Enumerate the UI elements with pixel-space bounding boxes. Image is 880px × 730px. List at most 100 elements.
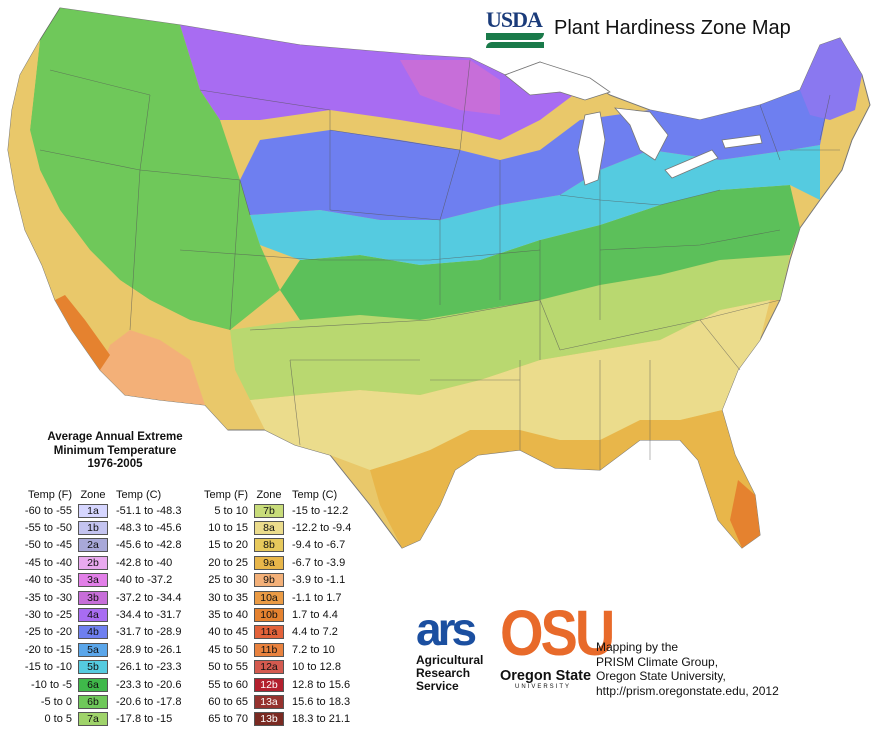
credits: Mapping by the PRISM Climate Group, Oreg…: [596, 640, 779, 698]
legend-temp-c: 12.8 to 15.6: [292, 678, 351, 691]
legend-temp-c: -28.9 to -26.1: [116, 643, 182, 656]
legend-row-zone-4a: -30 to -25 4a -34.4 to -31.7: [4, 606, 181, 623]
credits-line: Mapping by the: [596, 640, 679, 654]
map-header: USDA Plant Hardiness Zone Map: [486, 6, 791, 50]
ars-logo-line: Agricultural: [416, 653, 484, 667]
legend-temp-f: 45 to 50: [208, 643, 248, 656]
legend-temp-c: -9.4 to -6.7: [292, 539, 346, 552]
legend-heading-line: Minimum Temperature: [53, 444, 177, 457]
legend-temp-c: -37.2 to -34.4: [116, 591, 182, 604]
ars-logo-line: Service: [416, 679, 459, 693]
legend-temp-f: -60 to -55: [24, 504, 72, 517]
zone-band-4a-ne: [800, 38, 862, 120]
legend-row-zone-9b: 25 to 30 9b -3.9 to -1.1: [180, 572, 351, 589]
legend-temp-f: 15 to 20: [208, 539, 248, 552]
legend-zone-swatch: 2b: [78, 555, 108, 570]
legend-row-zone-3b: -35 to -30 3b -37.2 to -34.4: [4, 589, 181, 606]
lake-superior: [504, 61, 611, 101]
legend-zone-swatch: 2a: [78, 538, 108, 553]
legend-row-zone-13b: 65 to 70 13b 18.3 to 21.1: [180, 711, 351, 728]
legend-temp-c: -1.1 to 1.7: [292, 591, 342, 604]
zone-band-coast-orange: [55, 295, 110, 370]
legend-temp-c: -3.9 to -1.1: [292, 574, 346, 587]
legend-zone-swatch: 7b: [254, 503, 284, 518]
legend-zone-swatch: 3a: [78, 573, 108, 588]
lake-erie: [664, 149, 719, 179]
legend-temp-c: -23.3 to -20.6: [116, 678, 182, 691]
legend-temp-c: -51.1 to -48.3: [116, 504, 182, 517]
legend-column-right: Temp (F) Zone Temp (C) 5 to 10 7b -15 to -…: [180, 488, 351, 728]
legend-zone-swatch: 1a: [78, 503, 108, 518]
legend-row-zone-1a: -60 to -55 1a -51.1 to -48.3: [4, 502, 181, 519]
legend-temp-f: 35 to 40: [208, 609, 248, 622]
legend-zone-swatch: 6b: [78, 694, 108, 709]
legend-zone-swatch: 8b: [254, 538, 284, 553]
legend-temp-c: -6.7 to -3.9: [292, 556, 346, 569]
legend-row-zone-2a: -50 to -45 2a -45.6 to -42.8: [4, 537, 181, 554]
legend-zone-swatch: 11b: [254, 642, 284, 657]
osu-logo-name: Oregon State: [500, 668, 592, 684]
legend-row-zone-10a: 30 to 35 10a -1.1 to 1.7: [180, 589, 351, 606]
legend-row-zone-6a: -10 to -5 6a -23.3 to -20.6: [4, 676, 181, 693]
credits-line: PRISM Climate Group,: [596, 654, 719, 669]
legend-temp-c: -48.3 to -45.6: [116, 522, 182, 535]
ars-logo-mark: ars: [416, 603, 477, 655]
legend-heading: Average Annual Extreme Minimum Temperatu…: [30, 431, 200, 472]
legend-row-zone-12b: 55 to 60 12b 12.8 to 15.6: [180, 676, 351, 693]
legend-temp-c: 1.7 to 4.4: [292, 609, 338, 622]
legend-row-zone-7b: 5 to 10 7b -15 to -12.2: [180, 502, 351, 519]
zone-band-west-green: [30, 8, 280, 330]
legend-heading-line: 1976-2005: [87, 458, 143, 470]
legend-temp-f: -30 to -25: [24, 609, 72, 622]
legend-zone-swatch: 5a: [78, 642, 108, 657]
legend-row-zone-10b: 35 to 40 10b 1.7 to 4.4: [180, 606, 351, 623]
legend-temp-c: -20.6 to -17.8: [116, 695, 182, 708]
lake-huron: [614, 107, 669, 161]
zone-band-7a: [230, 255, 790, 400]
lake-michigan: [577, 111, 606, 186]
map-title: Plant Hardiness Zone Map: [554, 16, 791, 39]
legend-zone-swatch: 10a: [254, 590, 284, 605]
osu-logo-mark: OSU: [500, 596, 615, 669]
legend-header-temp-f: Temp (F): [204, 489, 248, 501]
legend-temp-f: 40 to 45: [208, 626, 248, 639]
legend-header-temp-f: Temp (F): [28, 489, 72, 501]
legend-row-zone-3a: -40 to -35 3a -40 to -37.2: [4, 572, 181, 589]
legend-zone-swatch: 10b: [254, 608, 284, 623]
legend-temp-f: -40 to -35: [24, 574, 72, 587]
legend-temp-f: 60 to 65: [208, 695, 248, 708]
legend-zone-swatch: 4a: [78, 608, 108, 623]
legend-zone-swatch: 13a: [254, 694, 284, 709]
legend-zone-swatch: 6a: [78, 677, 108, 692]
legend-row-zone-13a: 60 to 65 13a 15.6 to 18.3: [180, 693, 351, 710]
legend-zone-swatch: 12b: [254, 677, 284, 692]
usda-logo-text: USDA: [486, 7, 543, 32]
legend-header-temp-c: Temp (C): [292, 489, 338, 501]
state-borders: [39, 7, 840, 470]
legend-row-zone-6b: -5 to 0 6b -20.6 to -17.8: [4, 693, 181, 710]
legend-temp-c: 18.3 to 21.1: [292, 713, 351, 726]
legend-zone-swatch: 4b: [78, 625, 108, 640]
ars-logo-line: Research: [416, 666, 471, 680]
legend-temp-f: 20 to 25: [208, 556, 248, 569]
legend-row-zone-5a: -20 to -15 5a -28.9 to -26.1: [4, 641, 181, 658]
legend-temp-f: 0 to 5: [44, 713, 72, 726]
legend-temp-f: -10 to -5: [31, 678, 72, 691]
legend-header-zone: Zone: [256, 489, 282, 501]
legend-temp-f: 30 to 35: [208, 591, 248, 604]
zone-band-west-yellow: [8, 40, 250, 430]
credits-line: Oregon State University,: [596, 669, 726, 683]
legend-temp-f: -45 to -40: [24, 556, 72, 569]
legend-temp-f: -25 to -20: [24, 626, 72, 639]
legend-row-zone-4b: -25 to -20 4b -31.7 to -28.9: [4, 624, 181, 641]
legend-heading-line: Average Annual Extreme: [47, 431, 183, 443]
legend-temp-f: -20 to -15: [24, 643, 72, 656]
credits-line: http://prism.oregonstate.edu, 2012: [596, 683, 779, 698]
legend-temp-f: 50 to 55: [208, 661, 248, 674]
legend-temp-c: 10 to 12.8: [292, 661, 341, 674]
legend-temp-f: -5 to 0: [40, 695, 72, 708]
legend-temp-c: -12.2 to -9.4: [292, 522, 352, 535]
legend-temp-c: 7.2 to 10: [292, 643, 335, 656]
legend-temp-c: 15.6 to 18.3: [292, 695, 351, 708]
zone-band-florida: [730, 480, 760, 548]
